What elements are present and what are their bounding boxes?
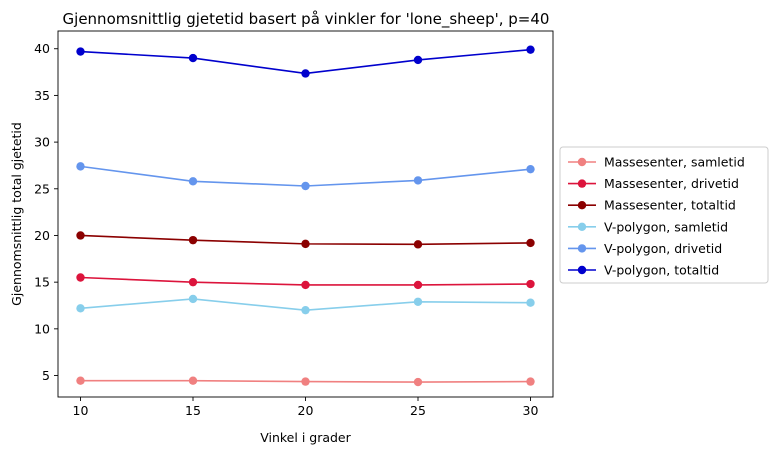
x-axis: 10 15 20 25 30 [73,397,539,418]
legend-marker [577,265,587,275]
x-tick-label: 15 [185,403,201,418]
chart-title: Gjennomsnittlig gjetetid basert på vinkl… [63,10,550,29]
series-layer [76,45,535,387]
legend-marker [577,222,587,231]
y-tick-label: 5 [42,368,50,383]
data-point [188,177,198,186]
y-tick-label: 20 [34,228,50,243]
data-point [413,280,423,290]
y-tick-label: 40 [34,41,50,56]
x-tick-label: 20 [298,403,314,418]
legend-label: Massesenter, samletid [604,155,745,170]
data-point [76,376,85,385]
data-point [76,162,85,171]
legend-marker [577,179,587,188]
legend-marker [577,201,587,210]
y-tick-label: 30 [34,135,50,150]
legend-frame [559,146,769,284]
legend-label: Massesenter, drivetid [604,176,739,191]
y-tick-label: 15 [34,275,50,290]
data-point [526,45,535,54]
data-point [188,53,198,63]
data-point [301,305,310,315]
data-point [76,231,85,240]
data-point [301,239,310,249]
data-point [526,298,535,307]
legend-label: V-polygon, totaltid [604,263,719,278]
data-point [188,277,198,287]
legend: Massesenter, samletid Massesenter, drivet… [559,146,769,284]
data-point [76,273,85,282]
data-point [76,304,85,313]
data-point [188,294,198,304]
data-point [526,279,535,289]
legend-label: V-polygon, samletid [604,219,728,234]
x-axis-label: Vinkel i grader [260,430,351,445]
data-point [413,55,423,65]
legend-label: Massesenter, totaltid [604,198,736,213]
legend-marker [577,157,587,167]
x-tick-label: 30 [523,403,539,418]
y-tick-label: 35 [34,88,50,103]
data-point [188,376,198,385]
data-point [413,176,423,185]
data-point [301,280,310,290]
data-point [526,164,535,174]
data-point [301,181,310,191]
y-tick-label: 25 [34,181,50,196]
data-point [526,238,535,248]
y-axis-label: Gjennomsnittlig total gjetetid [9,122,24,306]
legend-label: V-polygon, drivetid [604,241,722,256]
x-tick-label: 10 [73,403,89,418]
x-tick-label: 25 [410,403,426,418]
data-point [413,240,423,249]
data-point [413,377,423,387]
data-point [301,377,310,386]
data-point [413,297,423,306]
data-point [76,47,85,56]
data-point [188,235,198,245]
legend-marker [577,244,587,253]
data-point [301,69,310,78]
y-axis: 5 10 15 20 25 30 35 40 [34,41,58,383]
y-tick-label: 10 [34,321,50,336]
plot-area [57,30,554,398]
data-point [526,377,535,386]
